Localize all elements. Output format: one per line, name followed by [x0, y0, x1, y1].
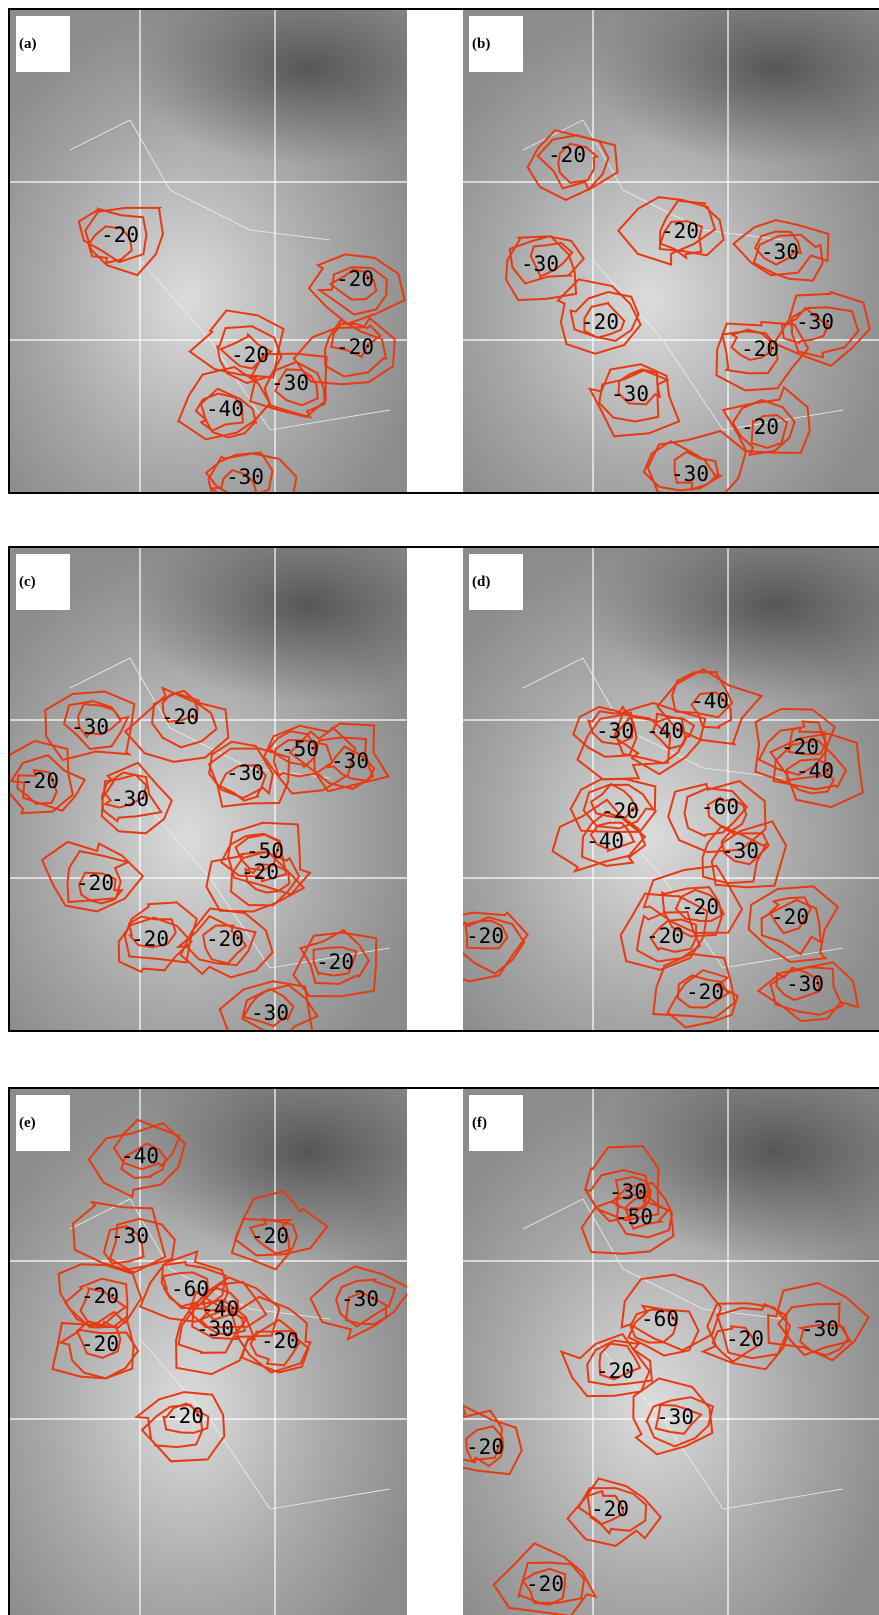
contour-label: -20 — [76, 871, 114, 895]
contour-label: -20 — [466, 1435, 504, 1459]
contour-label: -20 — [81, 1284, 119, 1308]
contour-label: -20 — [661, 219, 699, 243]
contour-label: -20 — [771, 905, 809, 929]
contour-label: -30 — [271, 371, 309, 395]
contour-label: -30 — [521, 252, 559, 276]
satellite-panel: -30-20-20-30-30-50-30-50-20-20-20-20-20-… — [0, 509, 486, 1054]
contour-label: -30 — [111, 1224, 149, 1248]
contour-label: -30 — [226, 465, 264, 489]
contour-label: -60 — [701, 795, 739, 819]
contour-label: -30 — [796, 310, 834, 334]
contour-label: -20 — [548, 143, 586, 167]
contour-label: -20 — [251, 1224, 289, 1248]
contour-label: -20 — [101, 223, 139, 247]
panel-label: (f) — [472, 1115, 487, 1131]
contour-label: -30 — [111, 787, 149, 811]
contour-label: -40 — [796, 759, 834, 783]
contour-label: -60 — [641, 1307, 679, 1331]
contour-label: -20 — [261, 1329, 299, 1353]
contour-label: -20 — [81, 1332, 119, 1356]
contour-label: -20 — [206, 927, 244, 951]
contour-label: -40 — [646, 719, 684, 743]
contour-label: -20 — [686, 980, 724, 1004]
contour-label: -50 — [615, 1205, 653, 1229]
contour-label: -20 — [21, 769, 59, 793]
contour-label: -30 — [609, 1180, 647, 1204]
contour-label: -40 — [586, 829, 624, 853]
contour-label: -30 — [341, 1287, 379, 1311]
contour-label: -40 — [691, 689, 729, 713]
figure: -20-20-20-20-30-40-30(a)-20-30-20-30-30-… — [0, 0, 879, 1615]
contour-label: -20 — [161, 705, 199, 729]
contour-label: -20 — [726, 1327, 764, 1351]
contour-label: -20 — [741, 337, 779, 361]
satellite-panel: -20-20-20-20-30-40-30 — [10, 0, 486, 519]
contour-label: -30 — [801, 1317, 839, 1341]
contour-label: -30 — [611, 382, 649, 406]
contour-label: -20 — [231, 343, 269, 367]
contour-label: -20 — [741, 415, 779, 439]
panel-label: (c) — [19, 574, 36, 590]
contour-label: -20 — [601, 799, 639, 823]
contour-label: -30 — [761, 240, 799, 264]
contour-label: -20 — [526, 1572, 564, 1596]
contour-label: -20 — [581, 310, 619, 334]
contour-label: -20 — [781, 735, 819, 759]
contour-label: -50 — [281, 737, 319, 761]
contour-label: -20 — [591, 1497, 629, 1521]
panel-label: (b) — [472, 36, 490, 52]
satellite-panel: -20 -30 -20 -30 -30 -20 -20 -30 -20 -30 — [463, 0, 879, 498]
contour-label: -20 — [596, 1359, 634, 1383]
contour-label: -20 — [166, 1404, 204, 1428]
contour-label: -30 — [721, 839, 759, 863]
contour-label: -30 — [71, 715, 109, 739]
contour-label: -30 — [251, 1001, 289, 1025]
contour-label: -30 — [656, 1405, 694, 1429]
contour-label: -20 — [336, 335, 374, 359]
contour-label: -20 — [646, 924, 684, 948]
contour-label: -20 — [316, 950, 354, 974]
contour-label: -30 — [596, 719, 634, 743]
contour-label: -40 — [121, 1144, 159, 1168]
satellite-panel: -40-30-20-60-20-40-30-20-20-30-20 — [10, 1047, 486, 1615]
contour-label: -20 — [241, 860, 279, 884]
contour-label: -20 — [131, 927, 169, 951]
panel-label: (d) — [472, 574, 490, 590]
contour-label: -30 — [226, 761, 264, 785]
contour-label: -20 — [681, 895, 719, 919]
dark-region — [129, 509, 486, 702]
panel-label: (e) — [19, 1115, 36, 1131]
contour-label: -40 — [206, 397, 244, 421]
panel-label: (a) — [19, 36, 37, 52]
contour-label: -20 — [336, 267, 374, 291]
contour-label: -30 — [786, 972, 824, 996]
contour-label: -30 — [196, 1317, 234, 1341]
contour-label: -20 — [466, 924, 504, 948]
contour-label: -30 — [331, 749, 369, 773]
contour-label: -30 — [671, 462, 709, 486]
